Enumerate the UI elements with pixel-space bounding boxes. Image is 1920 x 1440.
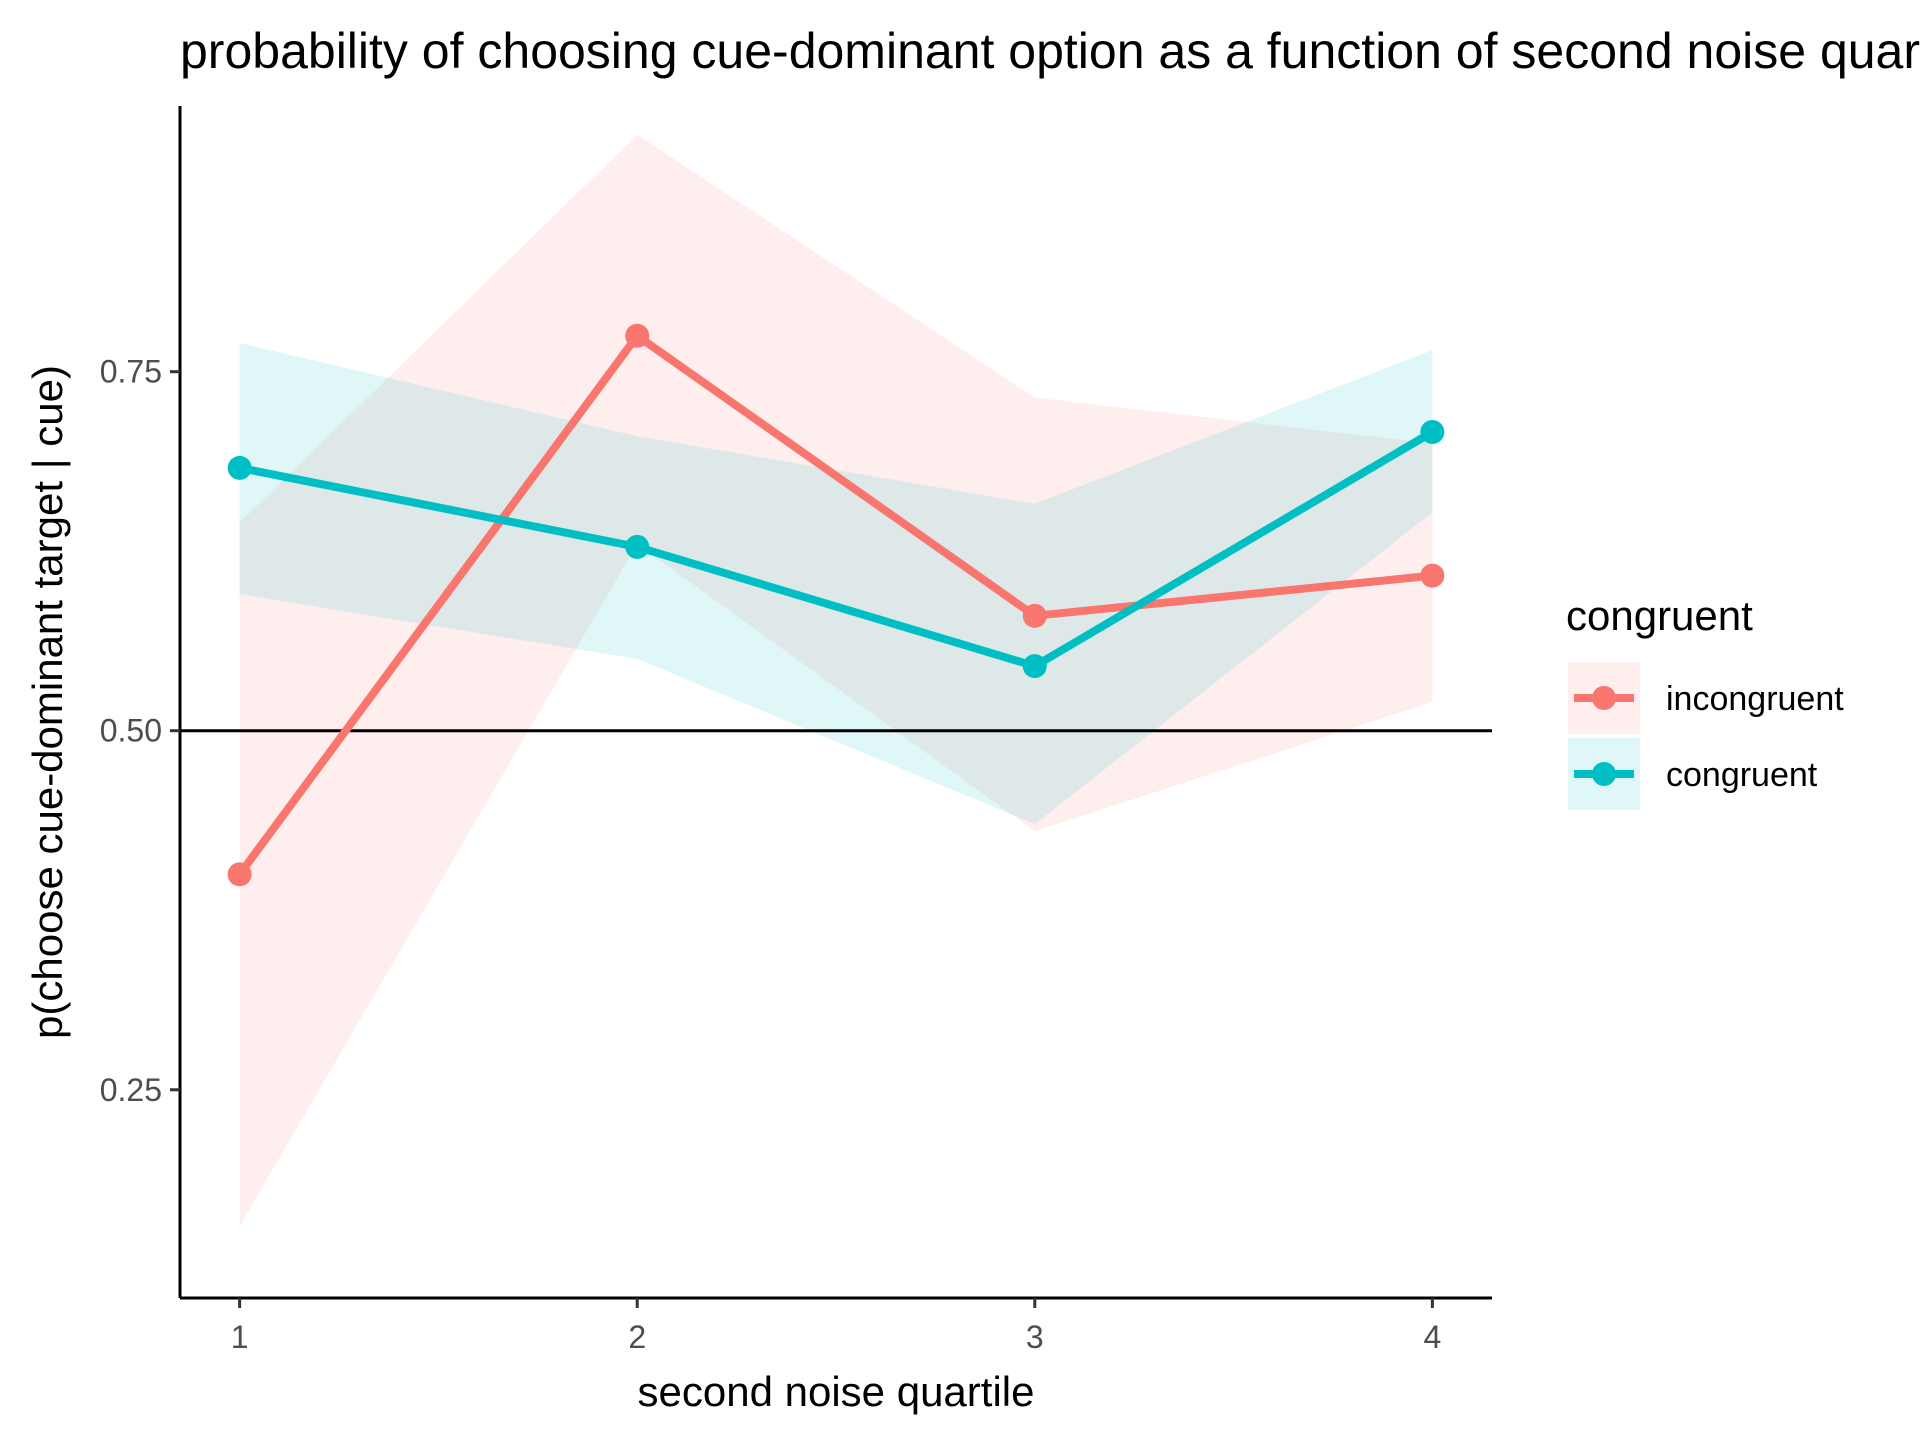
legend-items: incongruent congruent [1568,662,1844,810]
incongruent-legend-label: incongruent [1666,680,1844,718]
incongruent-data-point [1420,563,1445,588]
y-tick-label: 0.75 [100,354,162,390]
y-axis-title: p(choose cue-dominant target | cue) [24,365,71,1039]
chart-title: probability of choosing cue-dominant opt… [180,23,1920,79]
congruent-data-point [625,534,650,559]
x-tick-label: 2 [628,1319,646,1355]
congruent-legend-label: congruent [1666,756,1818,794]
congruent-legend-key-point [1592,762,1616,786]
series-lines [236,331,1435,877]
congruent-data-point [1420,420,1445,445]
congruent-confidence-band [239,342,1433,825]
incongruent-data-point [625,323,650,348]
legend-title: congruent [1566,592,1753,639]
incongruent-data-point [227,862,252,887]
y-tick-label: 0.25 [100,1072,162,1108]
x-axis-title: second noise quartile [638,1368,1035,1415]
axes: 0.25 0.50 0.75 1 2 3 4 [100,106,1492,1355]
legend: congruent incongruent congruent [1566,592,1844,810]
y-axis-ticks: 0.25 0.50 0.75 [100,354,180,1108]
incongruent-legend-key-point [1592,686,1616,710]
confidence-ribbons [239,134,1433,1227]
incongruent-confidence-band [239,134,1433,1227]
x-tick-label: 3 [1026,1319,1044,1355]
series-points [227,323,1445,887]
congruent-series-line [238,428,1435,671]
congruent-data-point [1022,654,1047,679]
x-tick-label: 1 [231,1319,249,1355]
incongruent-series-line [236,331,1433,877]
incongruent-data-point [1022,603,1047,628]
x-axis-ticks: 1 2 3 4 [231,1298,1441,1355]
y-tick-label: 0.50 [100,713,162,749]
congruent-data-point [227,455,252,480]
x-tick-label: 4 [1423,1319,1441,1355]
